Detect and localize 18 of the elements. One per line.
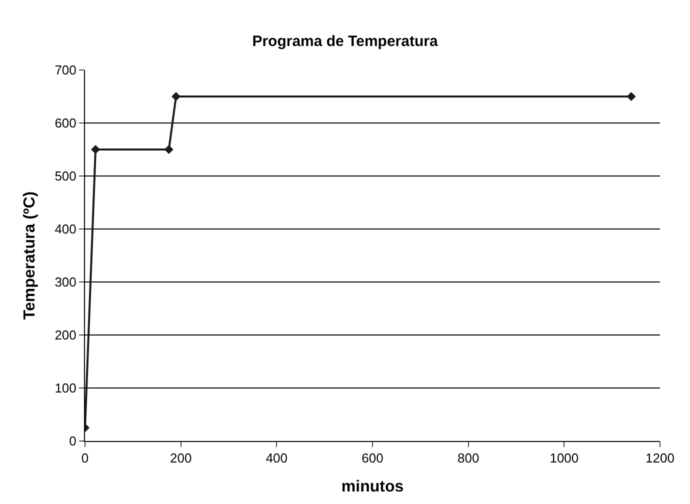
y-tick-label: 100 <box>54 380 76 396</box>
x-axis-title: minutos <box>341 478 404 496</box>
x-tick-label: 1000 <box>550 450 579 466</box>
chart-title: Programa de Temperatura <box>252 32 438 50</box>
x-tick-label: 800 <box>457 450 480 466</box>
x-tick-label: 200 <box>170 450 192 466</box>
y-tick-label: 300 <box>54 274 76 290</box>
y-tick-label: 600 <box>54 116 76 131</box>
x-tick-label: 0 <box>81 450 89 466</box>
y-tick-label: 500 <box>54 168 76 184</box>
y-axis-title: Temperatura (ºC) <box>22 191 39 320</box>
y-tick-label: 200 <box>54 328 76 343</box>
y-tick-label: 0 <box>69 434 76 449</box>
x-tick-label: 600 <box>362 450 384 466</box>
x-tick-label: 400 <box>266 450 288 466</box>
x-tick-label: 1200 <box>646 450 674 466</box>
y-tick-label: 400 <box>54 222 76 237</box>
y-tick-label: 700 <box>54 62 76 78</box>
